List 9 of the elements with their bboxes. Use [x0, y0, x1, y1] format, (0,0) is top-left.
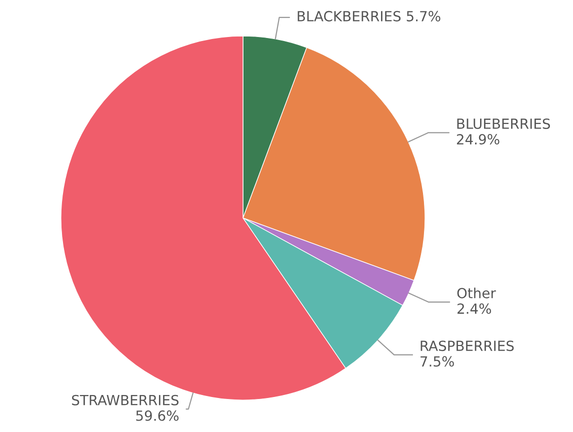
slice-label: Other	[457, 288, 496, 298]
data-label: 59.6%	[136, 410, 179, 421]
data-label: 7.5%	[420, 356, 454, 367]
data-label: 2.4%	[458, 303, 492, 314]
slice-label: BLACKBERRIES 5.7%	[298, 10, 440, 22]
slice-label: RASPBERRIES	[420, 340, 514, 352]
slice-label: BLUEBERRIES	[457, 118, 550, 129]
data-label: 24.9%	[456, 134, 500, 145]
slice-label: STRAWBERRIES	[72, 394, 179, 406]
